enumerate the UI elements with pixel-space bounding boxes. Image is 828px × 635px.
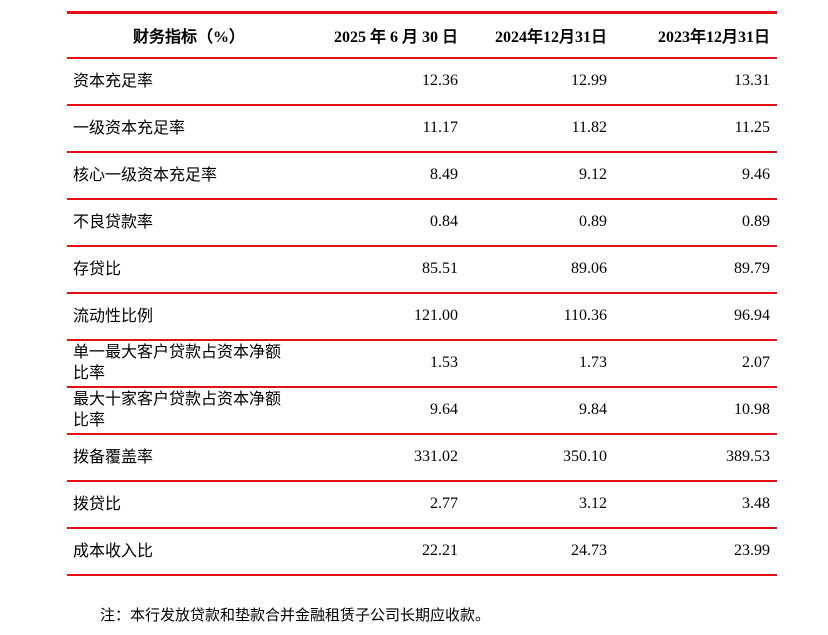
- row-value: 389.53: [607, 433, 777, 482]
- row-value: 13.31: [607, 57, 777, 106]
- table-header-row: 财务指标（%） 2025 年 6 月 30 日 2024年12月31日 2023…: [67, 12, 777, 59]
- row-label: 拨贷比: [67, 480, 307, 529]
- row-value: 89.06: [458, 245, 607, 294]
- table-row: 不良贷款率 0.84 0.89 0.89: [67, 198, 777, 247]
- table-row: 资本充足率 12.36 12.99 13.31: [67, 57, 777, 106]
- row-label: 核心一级资本充足率: [67, 151, 307, 200]
- table-row: 核心一级资本充足率 8.49 9.12 9.46: [67, 151, 777, 200]
- header-date-2025-06-30: 2025 年 6 月 30 日: [307, 12, 458, 59]
- row-value: 2.77: [307, 480, 458, 529]
- row-value: 9.84: [458, 386, 607, 435]
- row-value: 9.12: [458, 151, 607, 200]
- row-value: 331.02: [307, 433, 458, 482]
- row-label: 资本充足率: [67, 57, 307, 106]
- row-value: 24.73: [458, 527, 607, 576]
- row-value: 110.36: [458, 292, 607, 341]
- header-date-2024-12-31: 2024年12月31日: [458, 12, 607, 59]
- row-value: 1.53: [307, 339, 458, 388]
- row-value: 3.12: [458, 480, 607, 529]
- row-value: 3.48: [607, 480, 777, 529]
- row-value: 11.82: [458, 104, 607, 153]
- row-label: 存贷比: [67, 245, 307, 294]
- row-value: 96.94: [607, 292, 777, 341]
- row-label: 流动性比例: [67, 292, 307, 341]
- row-value: 0.84: [307, 198, 458, 247]
- row-value: 23.99: [607, 527, 777, 576]
- row-value: 9.46: [607, 151, 777, 200]
- row-label: 拨备覆盖率: [67, 433, 307, 482]
- row-value: 2.07: [607, 339, 777, 388]
- row-value: 8.49: [307, 151, 458, 200]
- header-indicator-label: 财务指标（%）: [67, 12, 307, 59]
- row-label: 一级资本充足率: [67, 104, 307, 153]
- financial-indicators-table: 财务指标（%） 2025 年 6 月 30 日 2024年12月31日 2023…: [67, 11, 777, 576]
- row-value: 89.79: [607, 245, 777, 294]
- row-value: 85.51: [307, 245, 458, 294]
- row-value: 11.25: [607, 104, 777, 153]
- row-value: 1.73: [458, 339, 607, 388]
- table-row: 拨贷比 2.77 3.12 3.48: [67, 480, 777, 529]
- table-row: 拨备覆盖率 331.02 350.10 389.53: [67, 433, 777, 482]
- row-value: 12.36: [307, 57, 458, 106]
- row-value: 9.64: [307, 386, 458, 435]
- row-value: 22.21: [307, 527, 458, 576]
- row-label: 最大十家客户贷款占资本净额比率: [67, 386, 307, 435]
- row-value: 10.98: [607, 386, 777, 435]
- row-value: 121.00: [307, 292, 458, 341]
- row-value: 0.89: [458, 198, 607, 247]
- table-row: 成本收入比 22.21 24.73 23.99: [67, 527, 777, 576]
- row-label: 单一最大客户贷款占资本净额比率: [67, 339, 307, 388]
- row-label: 不良贷款率: [67, 198, 307, 247]
- header-date-2023-12-31: 2023年12月31日: [607, 12, 777, 59]
- table-row: 一级资本充足率 11.17 11.82 11.25: [67, 104, 777, 153]
- row-label: 成本收入比: [67, 527, 307, 576]
- table-row: 最大十家客户贷款占资本净额比率 9.64 9.84 10.98: [67, 386, 777, 435]
- row-value: 12.99: [458, 57, 607, 106]
- table-row: 单一最大客户贷款占资本净额比率 1.53 1.73 2.07: [67, 339, 777, 388]
- row-value: 350.10: [458, 433, 607, 482]
- table-row: 存贷比 85.51 89.06 89.79: [67, 245, 777, 294]
- row-value: 0.89: [607, 198, 777, 247]
- row-value: 11.17: [307, 104, 458, 153]
- table-footnote: 注：本行发放贷款和垫款合并金融租赁子公司长期应收款。: [100, 608, 491, 624]
- table-row: 流动性比例 121.00 110.36 96.94: [67, 292, 777, 341]
